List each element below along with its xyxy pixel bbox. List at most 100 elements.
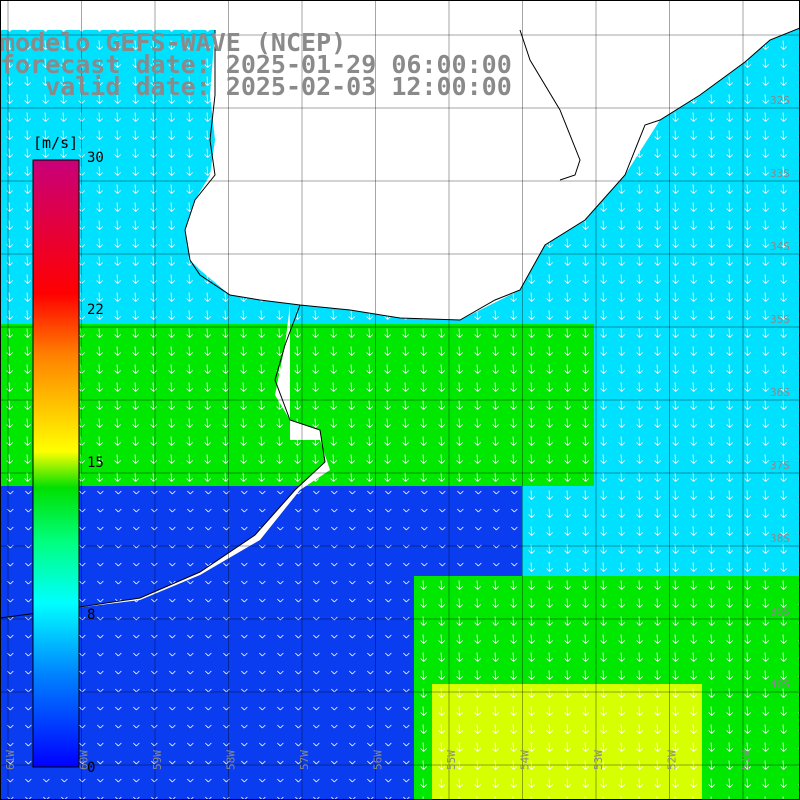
wind-arrow (708, 202, 715, 212)
wind-arrow (132, 130, 139, 140)
wind-arrow (744, 112, 751, 122)
wind-arrow (744, 94, 751, 104)
field-cell (792, 180, 800, 198)
wind-arrow (762, 184, 769, 194)
wind-arrow (24, 184, 31, 194)
wind-arrow (24, 238, 31, 248)
wind-arrow (114, 58, 121, 68)
wind-arrow (114, 94, 121, 104)
wind-arrow (132, 94, 139, 104)
wind-arrow (726, 94, 733, 104)
wind-arrow (762, 220, 769, 230)
wind-arrow (672, 184, 679, 194)
wind-arrow (690, 184, 697, 194)
wind-arrow (708, 94, 715, 104)
wind-arrow (96, 238, 103, 248)
wind-arrow (762, 76, 769, 86)
wind-arrow (168, 148, 175, 158)
wind-arrow (654, 220, 661, 230)
legend-tick-8: 8 (87, 607, 96, 623)
wind-arrow (780, 202, 787, 212)
wind-arrow (726, 130, 733, 140)
wind-arrow (654, 130, 661, 140)
wind-arrow (114, 130, 121, 140)
wind-arrow (132, 112, 139, 122)
wind-arrow (96, 94, 103, 104)
wind-arrow (24, 40, 31, 50)
wind-arrow (24, 130, 31, 140)
wind-arrow (60, 130, 67, 140)
wind-arrow (582, 220, 589, 230)
legend-tick-30: 30 (87, 150, 104, 166)
field-cell (792, 144, 800, 162)
wind-arrow (132, 58, 139, 68)
wind-arrow (168, 202, 175, 212)
wind-arrow (672, 220, 679, 230)
wind-arrow (762, 148, 769, 158)
wind-arrow (618, 184, 625, 194)
wind-arrow (600, 202, 607, 212)
wind-arrow (96, 76, 103, 86)
wind-arrow (96, 184, 103, 194)
legend-tick-15: 15 (87, 455, 104, 471)
wind-arrow (24, 148, 31, 158)
wind-arrow (654, 202, 661, 212)
wind-arrow (204, 166, 211, 176)
wind-arrow (672, 112, 679, 122)
wind-arrow (654, 166, 661, 176)
wind-arrow (204, 148, 211, 158)
wind-arrow (204, 58, 211, 68)
wind-arrow (762, 202, 769, 212)
wind-arrow (690, 112, 697, 122)
wind-arrow (132, 202, 139, 212)
wind-arrow (42, 40, 49, 50)
wind-arrow (168, 184, 175, 194)
wind-arrow (726, 184, 733, 194)
wind-arrow (744, 202, 751, 212)
wind-arrow (690, 148, 697, 158)
wind-arrow (780, 220, 787, 230)
field-cell (792, 36, 800, 54)
wind-arrow (132, 238, 139, 248)
wind-arrow (24, 112, 31, 122)
wind-arrow (780, 166, 787, 176)
wind-arrow (690, 166, 697, 176)
wind-arrow (204, 76, 211, 86)
wind-arrow (42, 148, 49, 158)
wind-arrow (654, 148, 661, 158)
wind-arrow (168, 58, 175, 68)
legend-tick-22: 22 (87, 302, 104, 318)
wind-arrow (708, 184, 715, 194)
wind-arrow (186, 184, 193, 194)
field-cell (792, 90, 800, 108)
wind-arrow (780, 58, 787, 68)
wind-arrow (762, 112, 769, 122)
wind-arrow (168, 130, 175, 140)
wind-arrow (186, 94, 193, 104)
wind-arrow (690, 220, 697, 230)
wind-arrow (762, 166, 769, 176)
wind-arrow (186, 130, 193, 140)
wind-arrow (96, 148, 103, 158)
wind-arrow (744, 76, 751, 86)
wind-arrow (636, 202, 643, 212)
wind-arrow (42, 76, 49, 86)
wind-arrow (780, 94, 787, 104)
wind-arrow (672, 202, 679, 212)
wind-arrow (60, 40, 67, 50)
wind-arrow (654, 184, 661, 194)
wind-arrow (42, 112, 49, 122)
valid-date: valid date: 2025-02-03 12:00:00 (0, 72, 512, 101)
wind-arrow (24, 58, 31, 68)
wind-arrow (186, 166, 193, 176)
field-cell (792, 72, 800, 90)
field-cell (792, 54, 800, 72)
wind-arrow (96, 166, 103, 176)
colorbar-gradient (32, 159, 80, 768)
wind-arrow (672, 130, 679, 140)
wind-arrow (708, 112, 715, 122)
wind-arrow (744, 184, 751, 194)
wind-arrow (636, 166, 643, 176)
wind-arrow (60, 58, 67, 68)
